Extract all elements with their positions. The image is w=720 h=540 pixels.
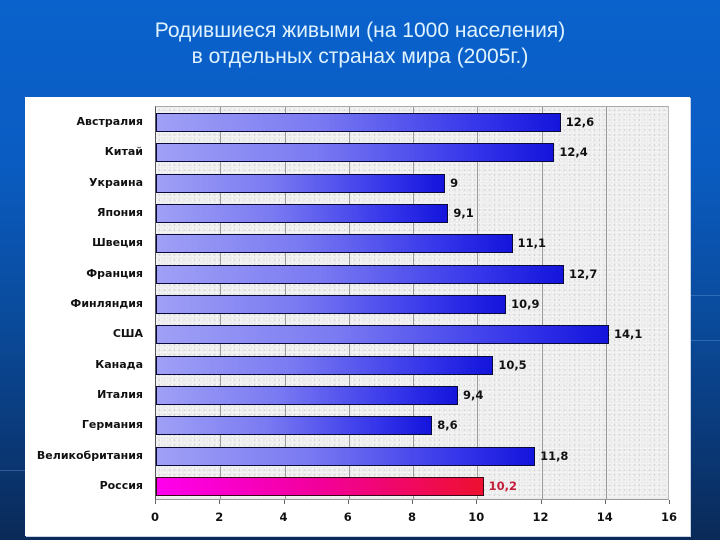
bar-value-label: 9,1 bbox=[453, 206, 474, 221]
category-label: Финляндия bbox=[70, 297, 143, 310]
title-line-2: в отдельных странах мира (2005г.) bbox=[191, 45, 529, 68]
bar bbox=[156, 113, 561, 133]
bar-value-label: 8,6 bbox=[437, 418, 458, 433]
title-line-1: Родившиеся живыми (на 1000 населения) bbox=[154, 19, 566, 42]
bar-value-label: 12,4 bbox=[559, 145, 588, 160]
bar bbox=[156, 295, 507, 314]
x-tick-label: 12 bbox=[532, 510, 549, 524]
bar-value-label: 11,1 bbox=[517, 236, 546, 251]
category-label: Франция bbox=[86, 266, 143, 280]
bar bbox=[156, 204, 449, 224]
x-tick-label: 10 bbox=[468, 510, 485, 524]
bar-value-label: 11,8 bbox=[540, 448, 569, 463]
bar-value-label: 9,4 bbox=[462, 387, 484, 402]
category-label: Китай bbox=[104, 145, 143, 159]
x-tick-label: 4 bbox=[279, 510, 288, 524]
x-tick-mark bbox=[476, 500, 478, 504]
bar-value-label: 10,2 bbox=[488, 478, 518, 493]
x-tick-label: 8 bbox=[407, 510, 416, 524]
bar-value-label: 14,1 bbox=[613, 327, 643, 342]
category-label: США bbox=[112, 327, 143, 341]
bar bbox=[156, 385, 458, 405]
background-decor-line bbox=[690, 340, 720, 341]
bar bbox=[156, 416, 433, 436]
category-label: Великобритания bbox=[36, 448, 143, 462]
category-label: Канада bbox=[95, 357, 143, 371]
bar bbox=[156, 264, 564, 284]
bar bbox=[156, 446, 536, 466]
category-label: Швеция bbox=[92, 236, 143, 250]
background-decor-line bbox=[690, 295, 720, 296]
bar-value-label: 12,7 bbox=[568, 266, 598, 281]
bar-value-label: 9 bbox=[450, 175, 459, 190]
bar-value-label: 10,9 bbox=[511, 297, 540, 311]
category-label: Италия bbox=[97, 387, 143, 401]
bar-value-label: 10,5 bbox=[498, 357, 527, 372]
bar-value-label: 12,6 bbox=[565, 115, 595, 130]
x-tick-mark bbox=[669, 500, 670, 504]
x-tick-label: 2 bbox=[215, 510, 224, 524]
bar bbox=[156, 234, 513, 254]
category-label: Германия bbox=[81, 418, 143, 432]
x-tick-mark bbox=[412, 500, 413, 504]
background-decor-line bbox=[0, 470, 25, 471]
category-label: Австралия bbox=[76, 115, 144, 129]
x-tick-mark bbox=[604, 500, 606, 504]
x-tick-label: 0 bbox=[150, 510, 159, 524]
bar bbox=[156, 173, 446, 193]
bar-highlighted bbox=[156, 476, 484, 496]
gridline bbox=[541, 107, 543, 499]
x-tick-mark bbox=[283, 500, 285, 504]
plot-area: 12,6 12,4 9 9,1 11,1 12,7 10,9 14,1 10,5 9,4 8,6 11… bbox=[155, 106, 669, 500]
slide-title: Родившиеся живыми (на 1000 населения) в … bbox=[0, 18, 720, 70]
category-label: Украина bbox=[89, 175, 143, 189]
x-tick-mark bbox=[219, 500, 221, 504]
x-tick-mark bbox=[155, 500, 156, 504]
gridline bbox=[605, 107, 607, 499]
x-tick-label: 6 bbox=[343, 510, 352, 524]
x-tick-mark bbox=[347, 500, 349, 504]
category-label: Россия bbox=[99, 478, 143, 492]
x-tick-mark bbox=[540, 500, 542, 504]
bar bbox=[156, 355, 494, 375]
x-tick-label: 14 bbox=[596, 510, 613, 524]
bar bbox=[156, 325, 609, 345]
bar bbox=[156, 143, 555, 163]
x-tick-label: 16 bbox=[660, 510, 677, 524]
category-label: Япония bbox=[97, 206, 143, 220]
